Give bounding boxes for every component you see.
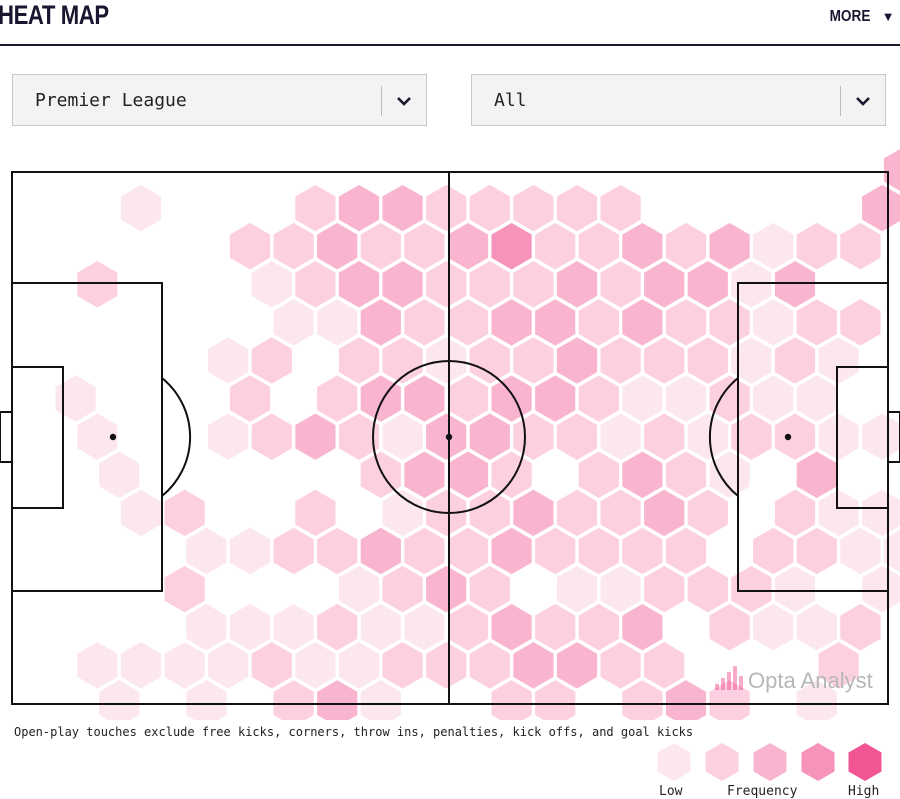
- heatmap-hexes: [55, 146, 900, 720]
- competition-select[interactable]: Premier League: [12, 74, 427, 126]
- heat-hex: [120, 184, 162, 233]
- legend-swatches: [650, 742, 900, 782]
- phase-select[interactable]: All: [471, 74, 886, 126]
- more-label: MORE: [830, 8, 871, 26]
- legend-high-label: High: [848, 784, 879, 799]
- page-header: HEAT MAP MORE ▼: [0, 0, 900, 46]
- pitch-svg: Opta Analyst: [0, 140, 900, 720]
- legend-swatch-1: [658, 743, 691, 781]
- left-penalty-spot: [110, 434, 116, 440]
- competition-select-value: Premier League: [35, 90, 187, 111]
- heat-hex: [861, 412, 900, 461]
- heat-hex: [229, 527, 271, 576]
- caret-down-icon: ▼: [884, 12, 892, 23]
- legend-swatch-5: [849, 743, 882, 781]
- select-divider: [381, 86, 382, 116]
- legend-swatch-2: [706, 743, 739, 781]
- chevron-down-icon[interactable]: [853, 91, 873, 111]
- frequency-legend: Low Frequency High: [650, 742, 900, 798]
- chevron-down-icon[interactable]: [394, 91, 414, 111]
- center-spot: [446, 434, 452, 440]
- opta-logo-text: Opta Analyst: [748, 668, 873, 693]
- select-divider: [840, 86, 841, 116]
- left-penalty-arc: [162, 378, 190, 496]
- footnote: Open-play touches exclude free kicks, co…: [14, 725, 693, 739]
- legend-low-label: Low: [659, 784, 682, 799]
- left-goal: [0, 412, 12, 462]
- right-penalty-spot: [785, 434, 791, 440]
- heat-hex: [76, 260, 118, 309]
- legend-swatch-3: [754, 743, 787, 781]
- legend-swatch-4: [802, 743, 835, 781]
- page-title: HEAT MAP: [0, 0, 109, 31]
- heatmap-pitch: Opta Analyst: [0, 140, 900, 720]
- phase-select-value: All: [494, 90, 527, 111]
- legend-frequency-label: Frequency: [727, 784, 797, 799]
- more-menu[interactable]: MORE ▼: [826, 8, 892, 26]
